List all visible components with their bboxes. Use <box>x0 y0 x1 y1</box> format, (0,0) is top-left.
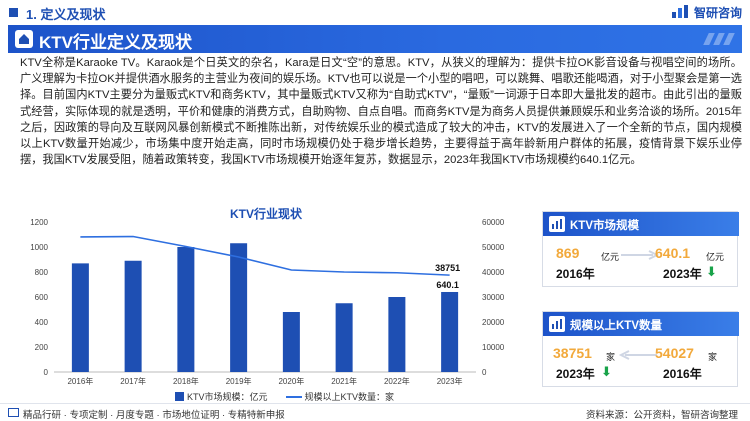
bar-0 <box>71 263 89 372</box>
card-left-value: 869 <box>556 245 580 261</box>
card-left-year: 2023年 <box>556 367 595 381</box>
separator-arrow-icon <box>621 250 659 260</box>
right-tick-label: 10000 <box>482 343 505 352</box>
legend-line-swatch <box>285 395 302 398</box>
footer: 精品行研 · 专项定制 · 月度专题 · 市场地位证明 · 专精特新申报 资料来… <box>0 403 750 421</box>
card-title: KTV市场规模 <box>570 220 639 232</box>
card-right-unit: 亿元 <box>706 252 725 262</box>
data-label-line: 38751 <box>435 263 460 273</box>
logo-text: 智研咨询 <box>693 5 742 20</box>
chart-title: KTV行业现状 <box>230 207 303 221</box>
card-right-unit: 家 <box>708 352 718 362</box>
decorative-stripes <box>703 33 735 45</box>
separator-arrow-icon <box>619 350 657 360</box>
card-market-size: KTV市场规模 869 亿元 2016年 640.1 亿元 2023年 ⬇ <box>542 211 739 287</box>
x-tick-label: 2020年 <box>278 376 304 386</box>
legend-line-label: 规模以上KTV数量：家 <box>304 392 395 402</box>
page-title: KTV行业定义及现状 <box>39 33 192 52</box>
line-series <box>80 235 450 276</box>
right-tick-label: 30000 <box>482 293 505 302</box>
x-tick-label: 2018年 <box>173 376 199 386</box>
bar-5 <box>335 303 353 372</box>
left-tick-label: 400 <box>35 318 49 327</box>
right-tick-label: 60000 <box>482 218 505 227</box>
card-header: 规模以上KTV数量 <box>543 312 739 336</box>
footer-services: 精品行研 · 专项定制 · 月度专题 · 市场地位证明 · 专精特新申报 <box>23 410 285 421</box>
left-tick-label: 800 <box>35 268 49 277</box>
right-tick-label: 0 <box>482 368 487 377</box>
card-left-year: 2016年 <box>556 267 595 281</box>
top-bar: 1. 定义及现状 智研咨询 <box>0 0 750 24</box>
card-ktv-count: 规模以上KTV数量 38751 家 2023年 ⬇ 54027 家 2016年 <box>542 311 739 387</box>
home-icon <box>15 30 33 48</box>
card-left-value: 38751 <box>553 345 592 361</box>
legend-bar-swatch <box>175 392 184 401</box>
x-tick-label: 2021年 <box>331 376 357 386</box>
x-tick-label: 2017年 <box>120 376 146 386</box>
left-tick-label: 200 <box>35 343 49 352</box>
right-tick-label: 20000 <box>482 318 505 327</box>
card-right-year: 2016年 <box>663 367 702 381</box>
trend-down-icon: ⬇ <box>601 364 612 379</box>
section-label: 1. 定义及现状 <box>26 7 106 22</box>
footer-source: 资料来源：公开资料，智研咨询整理 <box>585 410 738 421</box>
left-tick-label: 600 <box>35 293 49 302</box>
trend-down-icon: ⬇ <box>706 264 717 279</box>
right-tick-label: 40000 <box>482 268 505 277</box>
card-left-unit: 亿元 <box>601 252 620 262</box>
section-marker-icon <box>9 8 18 17</box>
brand-logo[interactable]: 智研咨询 <box>671 4 742 20</box>
bar-7 <box>441 291 459 372</box>
left-tick-label: 1000 <box>30 243 48 252</box>
card-right-year: 2023年 <box>663 267 702 281</box>
card-header: KTV市场规模 <box>543 212 739 236</box>
legend-bar-label: KTV市场规模：亿元 <box>187 392 268 402</box>
right-tick-label: 50000 <box>482 243 505 252</box>
ktv-chart: 0 200 400 600 800 1000 1200 0 10000 20000 30000 400… <box>30 218 505 386</box>
bar-chart-icon <box>549 216 565 232</box>
x-tick-label: 2023年 <box>437 376 463 386</box>
title-band: KTV行业定义及现状 <box>8 25 742 53</box>
chart-legend: KTV市场规模：亿元 规模以上KTV数量：家 <box>175 390 394 403</box>
bar-4 <box>282 312 300 372</box>
bar-2 <box>177 247 195 372</box>
bar-chart-icon <box>549 316 565 332</box>
card-title: 规模以上KTV数量 <box>570 320 662 332</box>
x-tick-label: 2019年 <box>226 376 252 386</box>
book-icon <box>8 408 19 417</box>
left-tick-label: 1200 <box>30 218 48 227</box>
x-tick-label: 2016年 <box>67 376 93 386</box>
logo-icon <box>671 5 688 18</box>
left-tick-label: 0 <box>44 368 49 377</box>
data-label-bar: 640.1 <box>436 280 459 290</box>
bar-1 <box>124 260 142 372</box>
x-tick-label: 2022年 <box>384 376 410 386</box>
bar-3 <box>230 243 248 372</box>
bar-6 <box>388 297 406 372</box>
card-right-value: 54027 <box>655 345 694 361</box>
intro-paragraph: KTV全称是Karaoke TV。Karaok是个日英文的杂名，Kara是日文“… <box>20 57 742 167</box>
card-left-unit: 家 <box>606 352 616 362</box>
card-right-value: 640.1 <box>655 245 691 261</box>
